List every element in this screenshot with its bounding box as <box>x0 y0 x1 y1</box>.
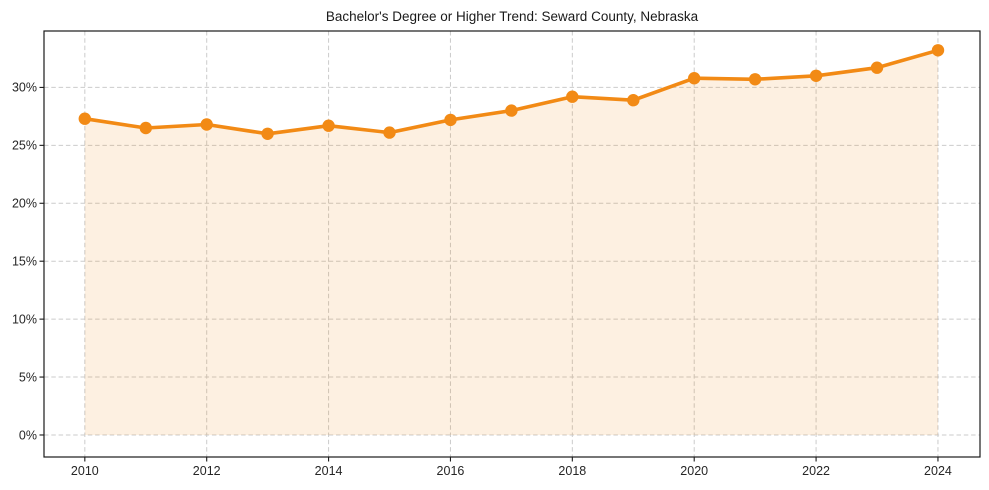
y-tick-label-30: 30% <box>12 81 37 95</box>
x-tick-label-2012: 2012 <box>193 464 221 478</box>
y-tick-label-15: 15% <box>12 255 37 269</box>
marker-layer <box>78 44 945 140</box>
y-tick-label-20: 20% <box>12 197 37 211</box>
grid-layer <box>44 31 980 457</box>
y-tick-label-10: 10% <box>12 312 37 326</box>
x-tick-label-2022: 2022 <box>802 464 830 478</box>
data-point-2012 <box>200 118 213 131</box>
data-point-2018 <box>566 90 579 103</box>
data-point-2017 <box>505 104 518 117</box>
x-tick-label-2024: 2024 <box>924 464 952 478</box>
data-point-2010 <box>78 112 92 125</box>
x-tick-label-2020: 2020 <box>680 464 708 478</box>
data-point-2015 <box>383 126 396 139</box>
data-point-2011 <box>139 121 152 135</box>
area-fill-layer <box>84 50 939 436</box>
data-point-2016 <box>444 113 457 127</box>
y-tick-label-5: 5% <box>19 370 37 384</box>
data-point-2024 <box>931 44 945 57</box>
x-tick-label-2010: 2010 <box>71 464 99 478</box>
data-point-2020 <box>688 72 701 85</box>
y-tick-label-25: 25% <box>12 139 37 153</box>
x-tick-label-2016: 2016 <box>437 464 465 478</box>
data-point-2022 <box>809 69 823 83</box>
data-point-2013 <box>261 127 274 140</box>
data-point-2019 <box>627 94 640 107</box>
data-point-2023 <box>870 61 884 74</box>
axis-layer <box>39 30 981 462</box>
y-tick-label-0: 0% <box>19 428 37 442</box>
data-point-2014 <box>322 119 335 132</box>
x-tick-label-2018: 2018 <box>558 464 586 478</box>
data-point-2021 <box>748 73 762 86</box>
area-fill <box>84 50 939 436</box>
chart-title: Bachelor's Degree or Higher Trend: Sewar… <box>326 9 699 24</box>
tick-label-layer: 2010 2012 2014 2016 2018 2020 2022 2024 0% 5% 10% 1… <box>12 81 952 478</box>
plot-border <box>43 30 981 458</box>
x-tick-label-2014: 2014 <box>315 464 343 478</box>
